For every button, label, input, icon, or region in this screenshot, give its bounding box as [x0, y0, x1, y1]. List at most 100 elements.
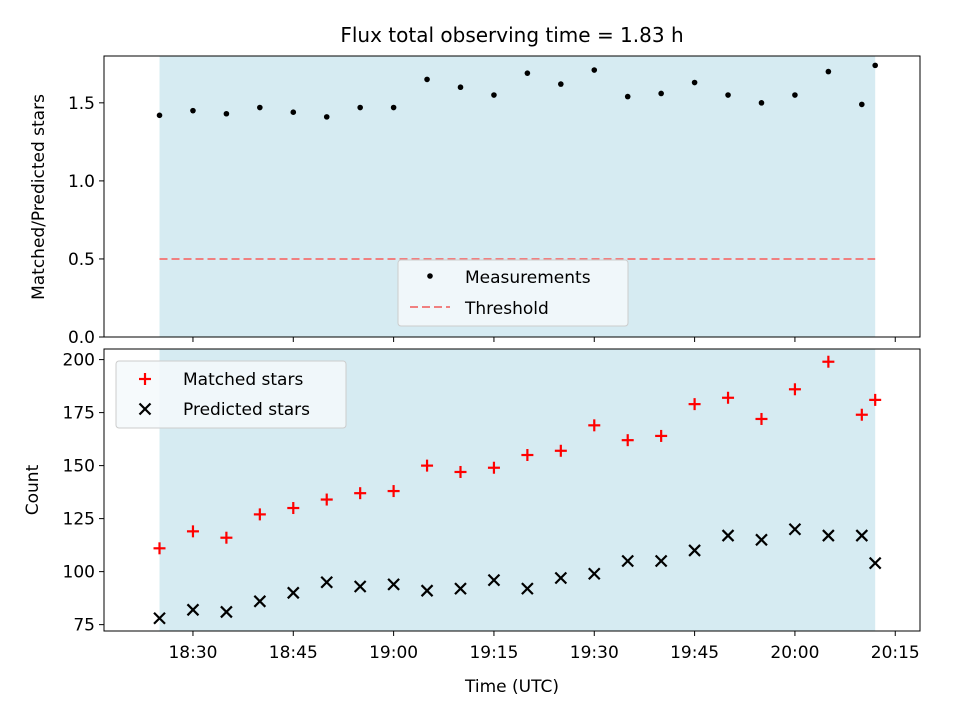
measurement-point	[691, 79, 698, 86]
predicted-point	[654, 554, 668, 568]
bottom-points-group	[153, 355, 882, 625]
matched-point	[421, 459, 434, 472]
predicted-point	[320, 575, 334, 589]
matched-point	[621, 434, 634, 447]
legend-threshold-label: Threshold	[464, 299, 549, 319]
predicted-point	[587, 567, 601, 581]
matched-point	[554, 444, 567, 457]
matched-point	[320, 493, 333, 506]
legend-matched-marker	[139, 373, 151, 385]
predicted-point	[788, 522, 802, 536]
top-y-ticks: 0.0 0.5 1.0 1.5	[68, 94, 104, 348]
matched-point	[855, 408, 868, 421]
matched-point	[588, 419, 601, 432]
predicted-point	[220, 605, 233, 619]
y-tick-label: 125	[63, 510, 95, 530]
measurement-point	[524, 70, 531, 76]
x-axis-label: Time (UTC)	[464, 677, 559, 697]
x-tick-label: 19:00	[369, 643, 418, 663]
measurement-point	[491, 92, 497, 98]
measurement-point	[558, 81, 564, 87]
matched-point	[354, 487, 367, 500]
predicted-point	[454, 582, 467, 595]
measurement-point	[323, 114, 330, 120]
matched-point	[186, 525, 199, 538]
predicted-point	[353, 580, 367, 593]
predicted-point	[153, 612, 166, 625]
measurement-point	[792, 92, 798, 98]
predicted-point	[186, 603, 200, 617]
x-tick-label: 20:00	[770, 643, 819, 663]
measurement-point	[424, 76, 430, 83]
matched-point	[387, 485, 400, 498]
y-tick-label: 75	[73, 616, 95, 636]
matched-point	[287, 502, 300, 515]
predicted-point	[755, 533, 768, 547]
matched-point	[688, 398, 701, 411]
top-panel: 0.0 0.5 1.0 1.5 Matched/Predicted stars Mea…	[29, 55, 921, 348]
measurement-point	[872, 62, 878, 69]
measurement-point	[658, 90, 664, 97]
top-legend-box	[397, 259, 629, 327]
measurement-point	[357, 104, 363, 111]
matched-point	[655, 429, 668, 442]
measurement-point	[190, 107, 196, 114]
matched-point	[220, 531, 233, 544]
top-axes-frame	[103, 55, 921, 338]
bottom-legend-box	[115, 360, 347, 429]
predicted-point	[253, 595, 267, 608]
bottom-legend: Matched stars Predicted stars	[115, 360, 347, 429]
bottom-x-ticks: 18:30 18:45 19:00 19:15 19:30 19:45 20:00 20:15	[168, 631, 920, 663]
legend-matched-label: Matched stars	[183, 370, 303, 390]
plus-icon	[139, 373, 151, 385]
x-icon	[138, 402, 152, 416]
x-tick-label: 20:15	[871, 643, 920, 663]
x-tick-label: 18:45	[269, 643, 318, 663]
measurement-point	[290, 109, 297, 115]
matched-point	[722, 391, 735, 404]
matched-point	[788, 383, 801, 396]
matched-point	[869, 393, 882, 406]
y-tick-label: 0.0	[68, 328, 95, 348]
y-tick-label: 100	[63, 563, 95, 583]
matched-point	[822, 355, 835, 368]
matched-point	[521, 449, 534, 462]
measurement-point	[624, 93, 631, 100]
matched-point	[454, 465, 467, 478]
y-tick-label: 175	[63, 404, 95, 424]
predicted-point	[822, 529, 835, 542]
bottom-y-axis-label: Count	[23, 464, 43, 515]
top-x-ticks	[192, 337, 896, 342]
chart-title: Flux total observing time = 1.83 h	[340, 23, 683, 47]
measurement-point	[859, 101, 865, 108]
measurement-point	[825, 68, 832, 75]
predicted-point	[868, 556, 882, 570]
predicted-point	[621, 554, 634, 568]
bottom-y-ticks: 75 100 125 150 175 200	[63, 351, 104, 636]
measurement-point	[725, 92, 731, 98]
measurement-point	[257, 104, 263, 111]
top-points-group	[156, 62, 878, 120]
matched-point	[253, 508, 266, 521]
predicted-point	[855, 529, 869, 542]
y-tick-label: 1.5	[68, 94, 95, 114]
predicted-point	[688, 544, 701, 557]
matched-point	[487, 461, 500, 474]
x-tick-label: 18:30	[168, 643, 217, 663]
matched-point	[153, 542, 166, 555]
predicted-point	[554, 571, 568, 585]
measurement-point	[758, 100, 765, 106]
top-legend: Measurements Threshold	[397, 259, 629, 327]
x-tick-label: 19:15	[469, 643, 518, 663]
top-y-axis-label: Matched/Predicted stars	[29, 94, 49, 300]
legend-predicted-label: Predicted stars	[183, 400, 310, 420]
measurement-point	[591, 67, 598, 73]
measurement-point	[223, 110, 230, 117]
predicted-point	[387, 578, 400, 591]
x-tick-label: 19:45	[670, 643, 719, 663]
legend-measurements-marker	[427, 273, 433, 279]
bottom-panel: 75 100 125 150 175 200 18:30 18:45 19:00 19:15 19…	[23, 348, 921, 697]
predicted-point	[287, 586, 300, 600]
measurement-point	[390, 104, 397, 111]
